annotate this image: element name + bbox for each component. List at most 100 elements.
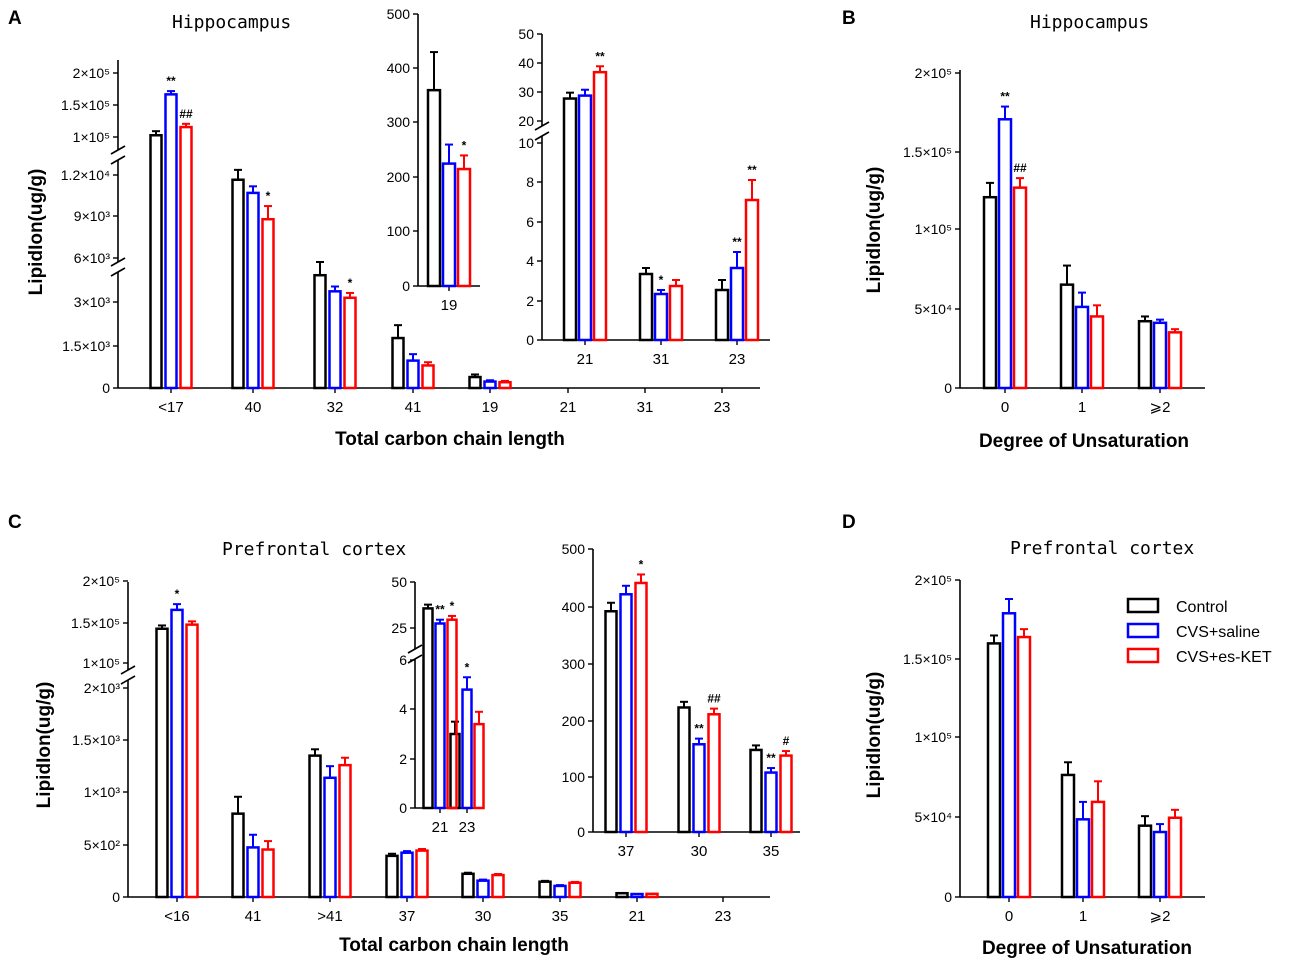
bar <box>1001 612 1017 899</box>
bar <box>653 292 669 342</box>
x-tick-label-a: 19 <box>482 399 499 416</box>
bar <box>391 336 405 390</box>
x-tick-label-c-inset-1: 21 <box>432 819 449 836</box>
y-tick-label-a: 3×10³ <box>74 294 111 310</box>
x-tick-label-d: ⩾2 <box>1150 908 1171 925</box>
charts-layer: 0 1.5×10³ 3×10³ 6×10³ 9×10³ 1.2×10⁴ 1×10⁵ 1.5×1… <box>61 6 1205 925</box>
panel-letter-a: A <box>8 8 22 29</box>
bar <box>473 722 485 810</box>
x-tick-label-c: >41 <box>317 908 342 925</box>
y-tick-label-c-inset-1: 2 <box>399 751 407 767</box>
bar <box>308 754 322 899</box>
bar <box>604 610 618 834</box>
panel-letter-c: C <box>8 512 22 533</box>
y-tick-label-a: 1.2×10⁴ <box>61 167 110 183</box>
y-tick-label-a-inset-2: 2 <box>526 293 534 309</box>
significance-label: ## <box>707 692 721 706</box>
significance-label: ** <box>766 751 776 765</box>
bar <box>461 688 473 810</box>
x-tick-label-a: 41 <box>405 399 422 416</box>
bar <box>1060 773 1076 899</box>
y-tick-label-b: 1×10⁵ <box>915 221 952 237</box>
x-tick-label-a: <17 <box>158 399 183 416</box>
y-tick-label-c: 1×10³ <box>84 784 121 800</box>
axis-break-mark <box>407 654 423 664</box>
legend-item-control: Control <box>1126 597 1228 616</box>
bar <box>406 359 420 390</box>
bar <box>592 70 608 342</box>
bar <box>468 375 482 390</box>
axis-break-mark <box>120 675 136 685</box>
x-tick-label-c: 37 <box>399 908 416 925</box>
chart-b: 0 5×10⁴ 1×10⁵ 1.5×10⁵ 2×10⁵ 0 1 ⩾2 ** ## <box>903 65 1205 416</box>
x-tick-label-c: 41 <box>245 908 262 925</box>
y-tick-label-c-inset-1: 6 <box>399 652 407 668</box>
y-tick-label-d: 5×10⁴ <box>914 809 952 825</box>
bar <box>692 743 706 834</box>
bar <box>729 266 745 342</box>
y-tick-label-a-inset-1: 200 <box>387 169 411 185</box>
x-tick-label-c-inset-1: 23 <box>459 819 476 836</box>
axis-break-mark <box>407 644 423 654</box>
bar <box>1167 816 1183 899</box>
bar <box>231 812 245 899</box>
bar <box>1167 331 1183 390</box>
y-tick-label-a: 1×10⁵ <box>73 129 110 145</box>
x-tick-label-c: <16 <box>164 908 189 925</box>
significance-label: ## <box>179 107 193 121</box>
y-tick-label-a-inset-2: 50 <box>518 26 534 42</box>
panel-letter-d: D <box>842 512 856 533</box>
y-tick-label-c: 5×10² <box>84 837 121 853</box>
legend-swatch-control <box>1126 597 1160 614</box>
y-tick-label-b: 2×10⁵ <box>915 65 952 81</box>
legend-item-cvs-saline: CVS+saline <box>1126 622 1260 641</box>
x-tick-label-b: 1 <box>1078 399 1086 416</box>
legend-label-cvs-es-ket: CVS+es-KET <box>1176 649 1272 666</box>
panel-d-title: Prefrontal cortex <box>1010 538 1194 559</box>
y-tick-label-b: 0 <box>944 380 952 396</box>
significance-label: ** <box>1000 90 1010 104</box>
significance-label: * <box>266 189 271 203</box>
bar <box>164 93 178 390</box>
y-tick-label-c-inset-1: 50 <box>391 574 407 590</box>
panel-c-ylabel: LipidIon(ug/g) <box>34 682 55 809</box>
bar <box>638 272 654 342</box>
y-tick-label-a-inset-1: 500 <box>387 6 411 22</box>
bar <box>461 872 475 899</box>
x-tick-label-d: 1 <box>1079 908 1087 925</box>
y-tick-label-c-inset-2: 300 <box>562 656 586 672</box>
significance-label: ** <box>732 235 742 249</box>
y-tick-label-b: 5×10⁴ <box>914 301 952 317</box>
chart-a: 0 1.5×10³ 3×10³ 6×10³ 9×10³ 1.2×10⁴ 1×10⁵ 1.5×1… <box>61 60 762 416</box>
panel-c-xlabel: Total carbon chain length <box>339 935 569 956</box>
bar <box>619 593 633 834</box>
significance-label: * <box>639 557 644 571</box>
panel-c-title: Prefrontal cortex <box>222 539 406 560</box>
bar <box>338 763 352 899</box>
axis-break-gap <box>106 150 762 160</box>
x-tick-label-a-inset-2: 21 <box>577 351 594 368</box>
x-tick-label-c: 21 <box>629 908 646 925</box>
y-tick-label-a-inset-2: 0 <box>526 332 534 348</box>
chart-a-inset-1: 0 100 200 300 400 500 19 * <box>387 6 480 314</box>
legend: Control CVS+saline CVS+es-KET <box>1126 597 1272 666</box>
y-tick-label-d: 1×10⁵ <box>915 729 952 745</box>
y-tick-label-a-inset-1: 0 <box>402 278 410 294</box>
bar <box>328 290 342 390</box>
significance-label: ** <box>747 163 757 177</box>
bar <box>498 380 512 390</box>
bar <box>1152 321 1168 390</box>
bar <box>343 296 357 390</box>
bar <box>982 195 998 390</box>
bar <box>415 849 429 899</box>
panel-d-xlabel: Degree of Unsaturation <box>982 938 1192 959</box>
bar <box>185 623 199 899</box>
axis-break-gap <box>530 126 772 136</box>
bar <box>749 748 763 834</box>
bar <box>155 627 169 899</box>
significance-label: ** <box>694 722 704 736</box>
y-tick-label-d: 1.5×10⁵ <box>903 651 952 667</box>
bar <box>449 732 461 810</box>
